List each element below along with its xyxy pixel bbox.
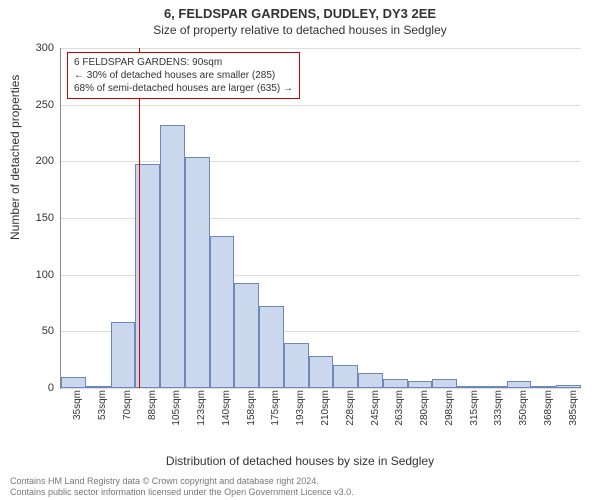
y-tick-label: 300 xyxy=(24,42,54,54)
y-axis-label: Number of detached properties xyxy=(8,75,22,240)
marker-line xyxy=(139,48,140,388)
info-line-1: 6 FELDSPAR GARDENS: 90sqm xyxy=(74,56,293,69)
x-tick-label: 263sqm xyxy=(394,390,405,430)
x-tick-label: 333sqm xyxy=(493,390,504,430)
x-tick-label: 350sqm xyxy=(518,390,529,430)
x-tick-label: 53sqm xyxy=(97,390,108,430)
footer-line-2: Contains public sector information licen… xyxy=(10,487,590,498)
histogram-bar xyxy=(358,373,383,388)
histogram-bar xyxy=(482,386,507,388)
x-tick-label: 88sqm xyxy=(147,390,158,430)
x-tick-label: 140sqm xyxy=(221,390,232,430)
page-title: 6, FELDSPAR GARDENS, DUDLEY, DY3 2EE xyxy=(0,0,600,21)
histogram-bar xyxy=(333,365,358,388)
x-tick-label: 298sqm xyxy=(444,390,455,430)
histogram-bar xyxy=(284,343,309,388)
x-tick-label: 70sqm xyxy=(122,390,133,430)
histogram-bar xyxy=(210,236,235,388)
histogram-bar xyxy=(408,381,433,388)
histogram-bar xyxy=(86,386,111,388)
y-tick-label: 200 xyxy=(24,155,54,167)
info-line-2: ← 30% of detached houses are smaller (28… xyxy=(74,69,293,82)
y-tick-label: 100 xyxy=(24,269,54,281)
x-tick-label: 175sqm xyxy=(270,390,281,430)
footer: Contains HM Land Registry data © Crown c… xyxy=(10,476,590,498)
histogram-bar xyxy=(160,125,185,388)
x-tick-label: 245sqm xyxy=(370,390,381,430)
page-subtitle: Size of property relative to detached ho… xyxy=(0,21,600,37)
histogram-bar xyxy=(259,306,284,388)
y-tick-label: 250 xyxy=(24,99,54,111)
info-line-3: 68% of semi-detached houses are larger (… xyxy=(74,82,293,95)
plot-region: 6 FELDSPAR GARDENS: 90sqm ← 30% of detac… xyxy=(60,48,581,389)
histogram-bar xyxy=(309,356,334,388)
info-box: 6 FELDSPAR GARDENS: 90sqm ← 30% of detac… xyxy=(67,52,300,99)
x-tick-label: 158sqm xyxy=(246,390,257,430)
x-tick-label: 35sqm xyxy=(72,390,83,430)
histogram-bar xyxy=(111,322,136,388)
y-tick-label: 150 xyxy=(24,212,54,224)
x-tick-label: 315sqm xyxy=(469,390,480,430)
x-tick-label: 228sqm xyxy=(345,390,356,430)
histogram-bar xyxy=(234,283,259,388)
gridline xyxy=(61,388,581,389)
histogram-bar xyxy=(507,381,532,388)
y-tick-label: 0 xyxy=(24,382,54,394)
histogram-bar xyxy=(61,377,86,388)
histogram-bar xyxy=(556,385,581,388)
x-tick-label: 280sqm xyxy=(419,390,430,430)
chart-area: 6 FELDSPAR GARDENS: 90sqm ← 30% of detac… xyxy=(60,48,580,428)
histogram-bar xyxy=(432,379,457,388)
x-tick-label: 385sqm xyxy=(568,390,579,430)
histogram-bar xyxy=(383,379,408,388)
chart-container: 6, FELDSPAR GARDENS, DUDLEY, DY3 2EE Siz… xyxy=(0,0,600,500)
x-axis-label: Distribution of detached houses by size … xyxy=(0,454,600,468)
histogram-bar xyxy=(531,386,556,388)
footer-line-1: Contains HM Land Registry data © Crown c… xyxy=(10,476,590,487)
x-tick-label: 123sqm xyxy=(196,390,207,430)
x-tick-label: 368sqm xyxy=(543,390,554,430)
x-tick-label: 210sqm xyxy=(320,390,331,430)
x-tick-label: 105sqm xyxy=(171,390,182,430)
histogram-bar xyxy=(185,157,210,388)
y-tick-label: 50 xyxy=(24,325,54,337)
histogram-bar xyxy=(457,386,482,388)
x-tick-label: 193sqm xyxy=(295,390,306,430)
